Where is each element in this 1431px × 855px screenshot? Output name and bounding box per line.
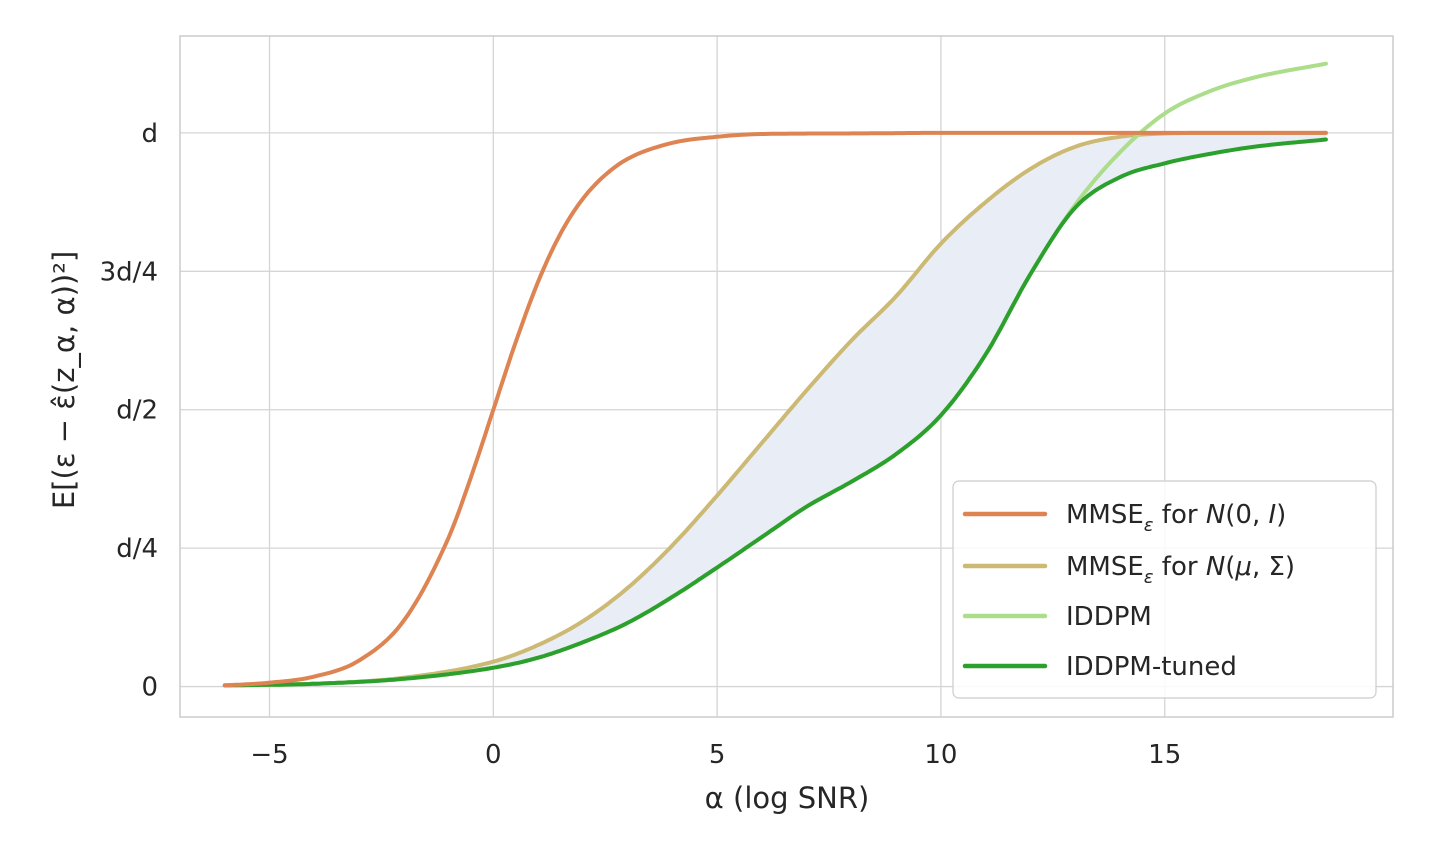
legend-box — [952, 480, 1377, 699]
x-tick-label: 15 — [1148, 740, 1181, 770]
x-axis-label: α (log SNR) — [705, 781, 870, 815]
y-axis-label: E[(ε − ε̂(z_α, α))²] — [47, 251, 81, 509]
legend-label-iddpm: IDDPM — [1066, 602, 1152, 632]
y-tick-label: d/2 — [116, 396, 158, 426]
series-line-iddpm-tuned — [222, 137, 1328, 688]
series-line-mmse-n01 — [222, 130, 1328, 688]
series-layer — [222, 61, 1328, 688]
y-tick-labels: 0 d/4 d/2 3d/4 d — [100, 119, 158, 703]
y-tick-label: 3d/4 — [100, 257, 158, 287]
y-tick-label: d/4 — [116, 534, 158, 564]
y-tick-label: d — [141, 119, 158, 149]
legend: MMSEε for N(0, I) MMSEε for N(μ, Σ) IDDP… — [952, 480, 1377, 699]
x-tick-label: 0 — [485, 740, 502, 770]
legend-label-iddpm-tuned: IDDPM-tuned — [1066, 652, 1237, 682]
plot-frame — [179, 35, 1394, 718]
x-tick-label: 5 — [709, 740, 726, 770]
x-tick-label: −5 — [250, 740, 288, 770]
x-tick-label: 10 — [924, 740, 957, 770]
x-tick-labels: −5 0 5 10 15 — [250, 740, 1181, 770]
y-tick-label: 0 — [141, 673, 158, 703]
